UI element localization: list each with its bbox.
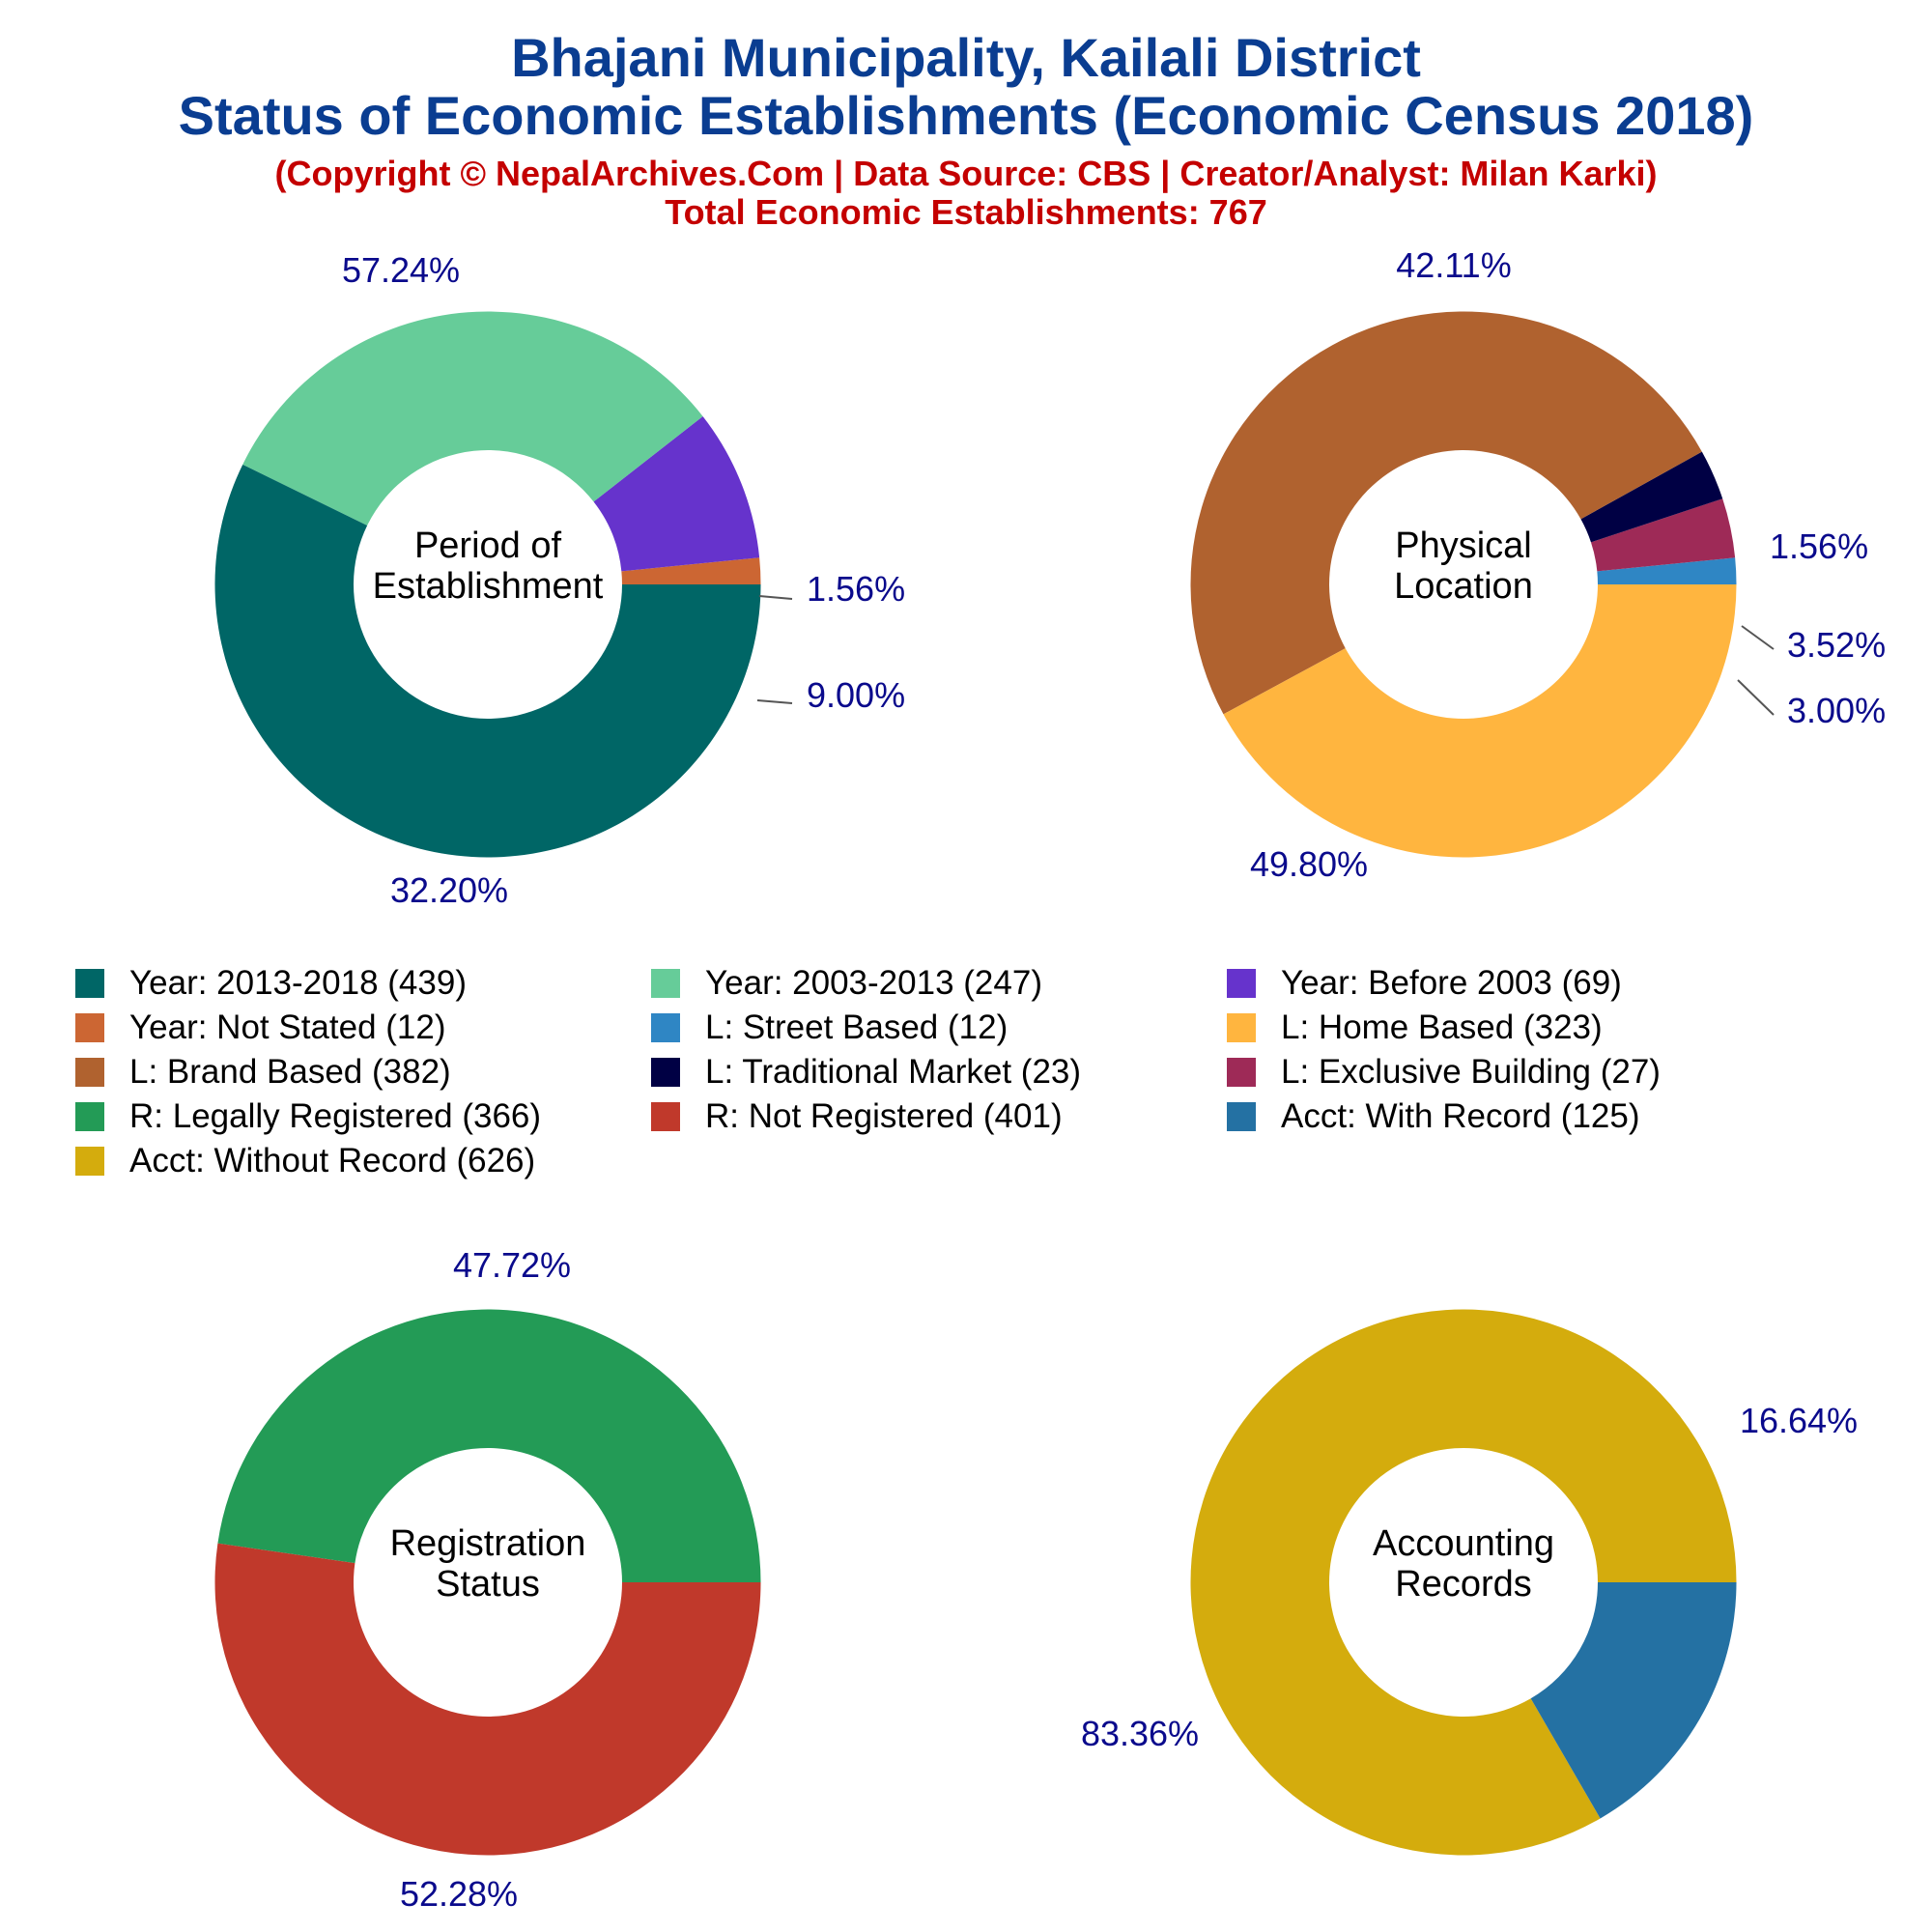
legend-swatch	[75, 1102, 104, 1131]
legend-item: Year: Not Stated (12)	[75, 1006, 446, 1050]
slice-percent-label: 3.00%	[1787, 691, 1886, 730]
donut-slice	[1580, 451, 1723, 543]
legend-swatch	[1227, 1058, 1256, 1087]
legend-swatch	[75, 1058, 104, 1087]
legend-item: L: Home Based (323)	[1227, 1006, 1603, 1050]
legend-label: Year: 2013-2018 (439)	[129, 964, 467, 1002]
donut-center-label: Establishment	[373, 566, 604, 607]
donut-slice	[1223, 584, 1737, 858]
slice-percent-label: 3.52%	[1787, 625, 1886, 665]
legend-swatch	[651, 1058, 680, 1087]
legend-label: Year: 2003-2013 (247)	[705, 964, 1042, 1002]
slice-percent-label: 52.28%	[400, 1874, 518, 1914]
slice-percent-label: 49.80%	[1250, 844, 1368, 884]
donut-slice	[242, 311, 703, 526]
legend-item: L: Street Based (12)	[651, 1006, 1008, 1050]
legend-label: Year: Not Stated (12)	[129, 1009, 446, 1046]
legend-swatch	[1227, 1013, 1256, 1042]
chart-title-line1: Bhajani Municipality, Kailali District	[511, 27, 1421, 88]
slice-percent-label: 47.72%	[453, 1245, 571, 1285]
legend-label: L: Home Based (323)	[1281, 1009, 1603, 1046]
legend-swatch	[75, 1147, 104, 1176]
legend-swatch	[75, 1013, 104, 1042]
legend-item: R: Not Registered (401)	[651, 1094, 1063, 1139]
legend-swatch	[651, 1102, 680, 1131]
slice-percent-label: 1.56%	[1770, 526, 1868, 566]
slice-percent-label: 9.00%	[807, 675, 905, 715]
legend-item: Year: 2013-2018 (439)	[75, 961, 467, 1006]
slice-percent-label: 1.56%	[807, 569, 905, 609]
label-leader-line	[1741, 625, 1775, 650]
legend-swatch	[651, 1013, 680, 1042]
chart-subtitle-total: Total Economic Establishments: 767	[665, 192, 1267, 232]
legend-label: L: Traditional Market (23)	[705, 1053, 1082, 1091]
legend-item: L: Traditional Market (23)	[651, 1050, 1081, 1094]
legend-label: L: Street Based (12)	[705, 1009, 1009, 1046]
chart-subtitle-copyright: (Copyright © NepalArchives.Com | Data So…	[274, 154, 1658, 193]
legend-swatch	[1227, 1102, 1256, 1131]
legend-label: L: Exclusive Building (27)	[1281, 1053, 1661, 1091]
donut-center-label: Location	[1394, 566, 1533, 607]
donut-center-label: Registration	[390, 1523, 586, 1564]
donut-chart-2: 42.11% 49.80% 3.00% 3.52% 1.56% PhysicalLocat…	[1190, 245, 1886, 884]
legend-swatch	[1227, 969, 1256, 998]
donut-center-label: Status	[436, 1564, 540, 1605]
donut-center-label: Records	[1395, 1564, 1532, 1605]
legend-label: Acct: With Record (125)	[1281, 1097, 1640, 1135]
label-leader-line	[1737, 679, 1775, 716]
slice-percent-label: 16.64%	[1740, 1401, 1858, 1440]
legend-item: L: Exclusive Building (27)	[1227, 1050, 1661, 1094]
legend-label: L: Brand Based (382)	[129, 1053, 451, 1091]
legend-swatch	[651, 969, 680, 998]
donut-slice	[217, 1309, 761, 1582]
donut-slice	[1590, 498, 1736, 572]
donut-slice	[1190, 1309, 1737, 1856]
slice-percent-label: 42.11%	[1396, 245, 1511, 285]
donut-center-label: Period of	[414, 526, 562, 566]
chart-title-line2: Status of Economic Establishments (Econo…	[178, 85, 1754, 146]
legend-item: Year: 2003-2013 (247)	[651, 961, 1042, 1006]
donut-slice	[621, 557, 761, 584]
donut-slice	[1190, 311, 1702, 715]
donut-slice	[1597, 557, 1737, 584]
donut-center-label: Accounting	[1373, 1523, 1554, 1564]
slice-percent-label: 83.36%	[1081, 1714, 1199, 1753]
legend-label: Acct: Without Record (626)	[129, 1142, 536, 1179]
legend-item: Year: Before 2003 (69)	[1227, 961, 1622, 1006]
slice-percent-label: 32.20%	[390, 870, 508, 910]
label-leader-line	[756, 699, 793, 704]
donut-slice	[593, 416, 760, 572]
slice-percent-label: 57.24%	[342, 250, 460, 290]
legend-label: R: Legally Registered (366)	[129, 1097, 542, 1135]
legend-label: R: Not Registered (401)	[705, 1097, 1063, 1135]
legend-swatch	[75, 969, 104, 998]
donut-slice	[1530, 1582, 1737, 1819]
legend-item: Acct: Without Record (626)	[75, 1139, 535, 1183]
legend-label: Year: Before 2003 (69)	[1281, 964, 1622, 1002]
legend-item: L: Brand Based (382)	[75, 1050, 451, 1094]
legend-item: R: Legally Registered (366)	[75, 1094, 541, 1139]
donut-slice	[214, 1543, 761, 1856]
legend-item: Acct: With Record (125)	[1227, 1094, 1640, 1139]
donut-center-label: Physical	[1395, 526, 1532, 566]
label-leader-line	[758, 595, 793, 600]
donut-slice	[214, 464, 761, 858]
donut-chart-1: 57.24% 32.20% 9.00% 1.56% Period ofEstablish…	[214, 250, 905, 910]
